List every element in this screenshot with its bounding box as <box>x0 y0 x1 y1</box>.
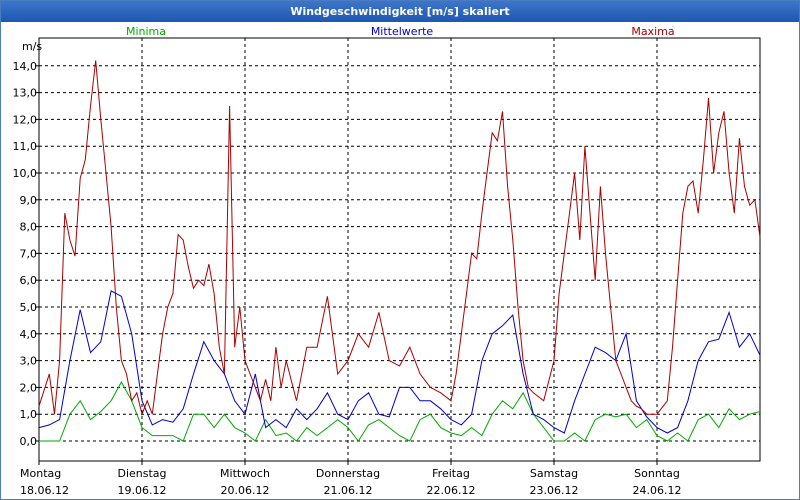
series-line-minima <box>39 380 761 442</box>
series-line-mittelwerte <box>38 290 761 434</box>
legend-maxima: Maxima <box>631 25 674 38</box>
x-tick-date: 21.06.12 <box>324 484 373 497</box>
y-tick-label: 5,0 <box>20 301 38 314</box>
x-tick-day: Sonntag <box>634 467 680 480</box>
y-axis-ticks: 0,0 1,0 2,0 3,0 4,0 5,0 6,0 7,0 8,0 9,0 10,0 11,0 12… <box>13 60 39 448</box>
x-tick-date: 22.06.12 <box>427 484 476 497</box>
y-axis-unit-label: m/s <box>22 40 42 53</box>
x-tick-day: Montag <box>20 467 61 480</box>
x-tick-day: Mittwoch <box>220 467 270 480</box>
x-tick-date: 19.06.12 <box>118 484 167 497</box>
series-lines <box>38 60 761 442</box>
x-tick-date: 24.06.12 <box>633 484 682 497</box>
legend-mittelwerte: Mittelwerte <box>371 25 434 38</box>
x-tick-day: Samstag <box>530 467 578 480</box>
x-tick-day: Dienstag <box>117 467 166 480</box>
y-tick-label: 6,0 <box>20 274 38 287</box>
x-axis-ticks: Montag 18.06.12 Dienstag 19.06.12 Mittwoch 20… <box>20 461 681 497</box>
y-tick-label: 0,0 <box>20 435 38 448</box>
x-tick-date: 23.06.12 <box>530 484 579 497</box>
y-tick-label: 4,0 <box>20 328 38 341</box>
y-tick-label: 13,0 <box>13 87 38 100</box>
x-tick-date: 18.06.12 <box>20 484 69 497</box>
window-title: Windgeschwindigkeit [m/s] skaliert <box>1 1 799 22</box>
y-tick-label: 1,0 <box>20 408 38 421</box>
y-tick-label: 11,0 <box>13 140 38 153</box>
y-tick-label: 2,0 <box>20 381 38 394</box>
legend-minima: Minima <box>126 25 166 38</box>
y-tick-label: 14,0 <box>13 60 38 73</box>
series-line-maxima <box>38 60 761 416</box>
y-tick-label: 10,0 <box>13 167 38 180</box>
y-tick-label: 8,0 <box>20 221 38 234</box>
x-tick-day: Freitag <box>432 467 470 480</box>
plot-area <box>38 37 761 462</box>
y-tick-label: 9,0 <box>20 194 38 207</box>
y-tick-label: 12,0 <box>13 113 38 126</box>
y-tick-label: 3,0 <box>20 355 38 368</box>
x-tick-day: Donnerstag <box>316 467 380 480</box>
x-tick-date: 20.06.12 <box>221 484 270 497</box>
y-tick-label: 7,0 <box>20 247 38 260</box>
